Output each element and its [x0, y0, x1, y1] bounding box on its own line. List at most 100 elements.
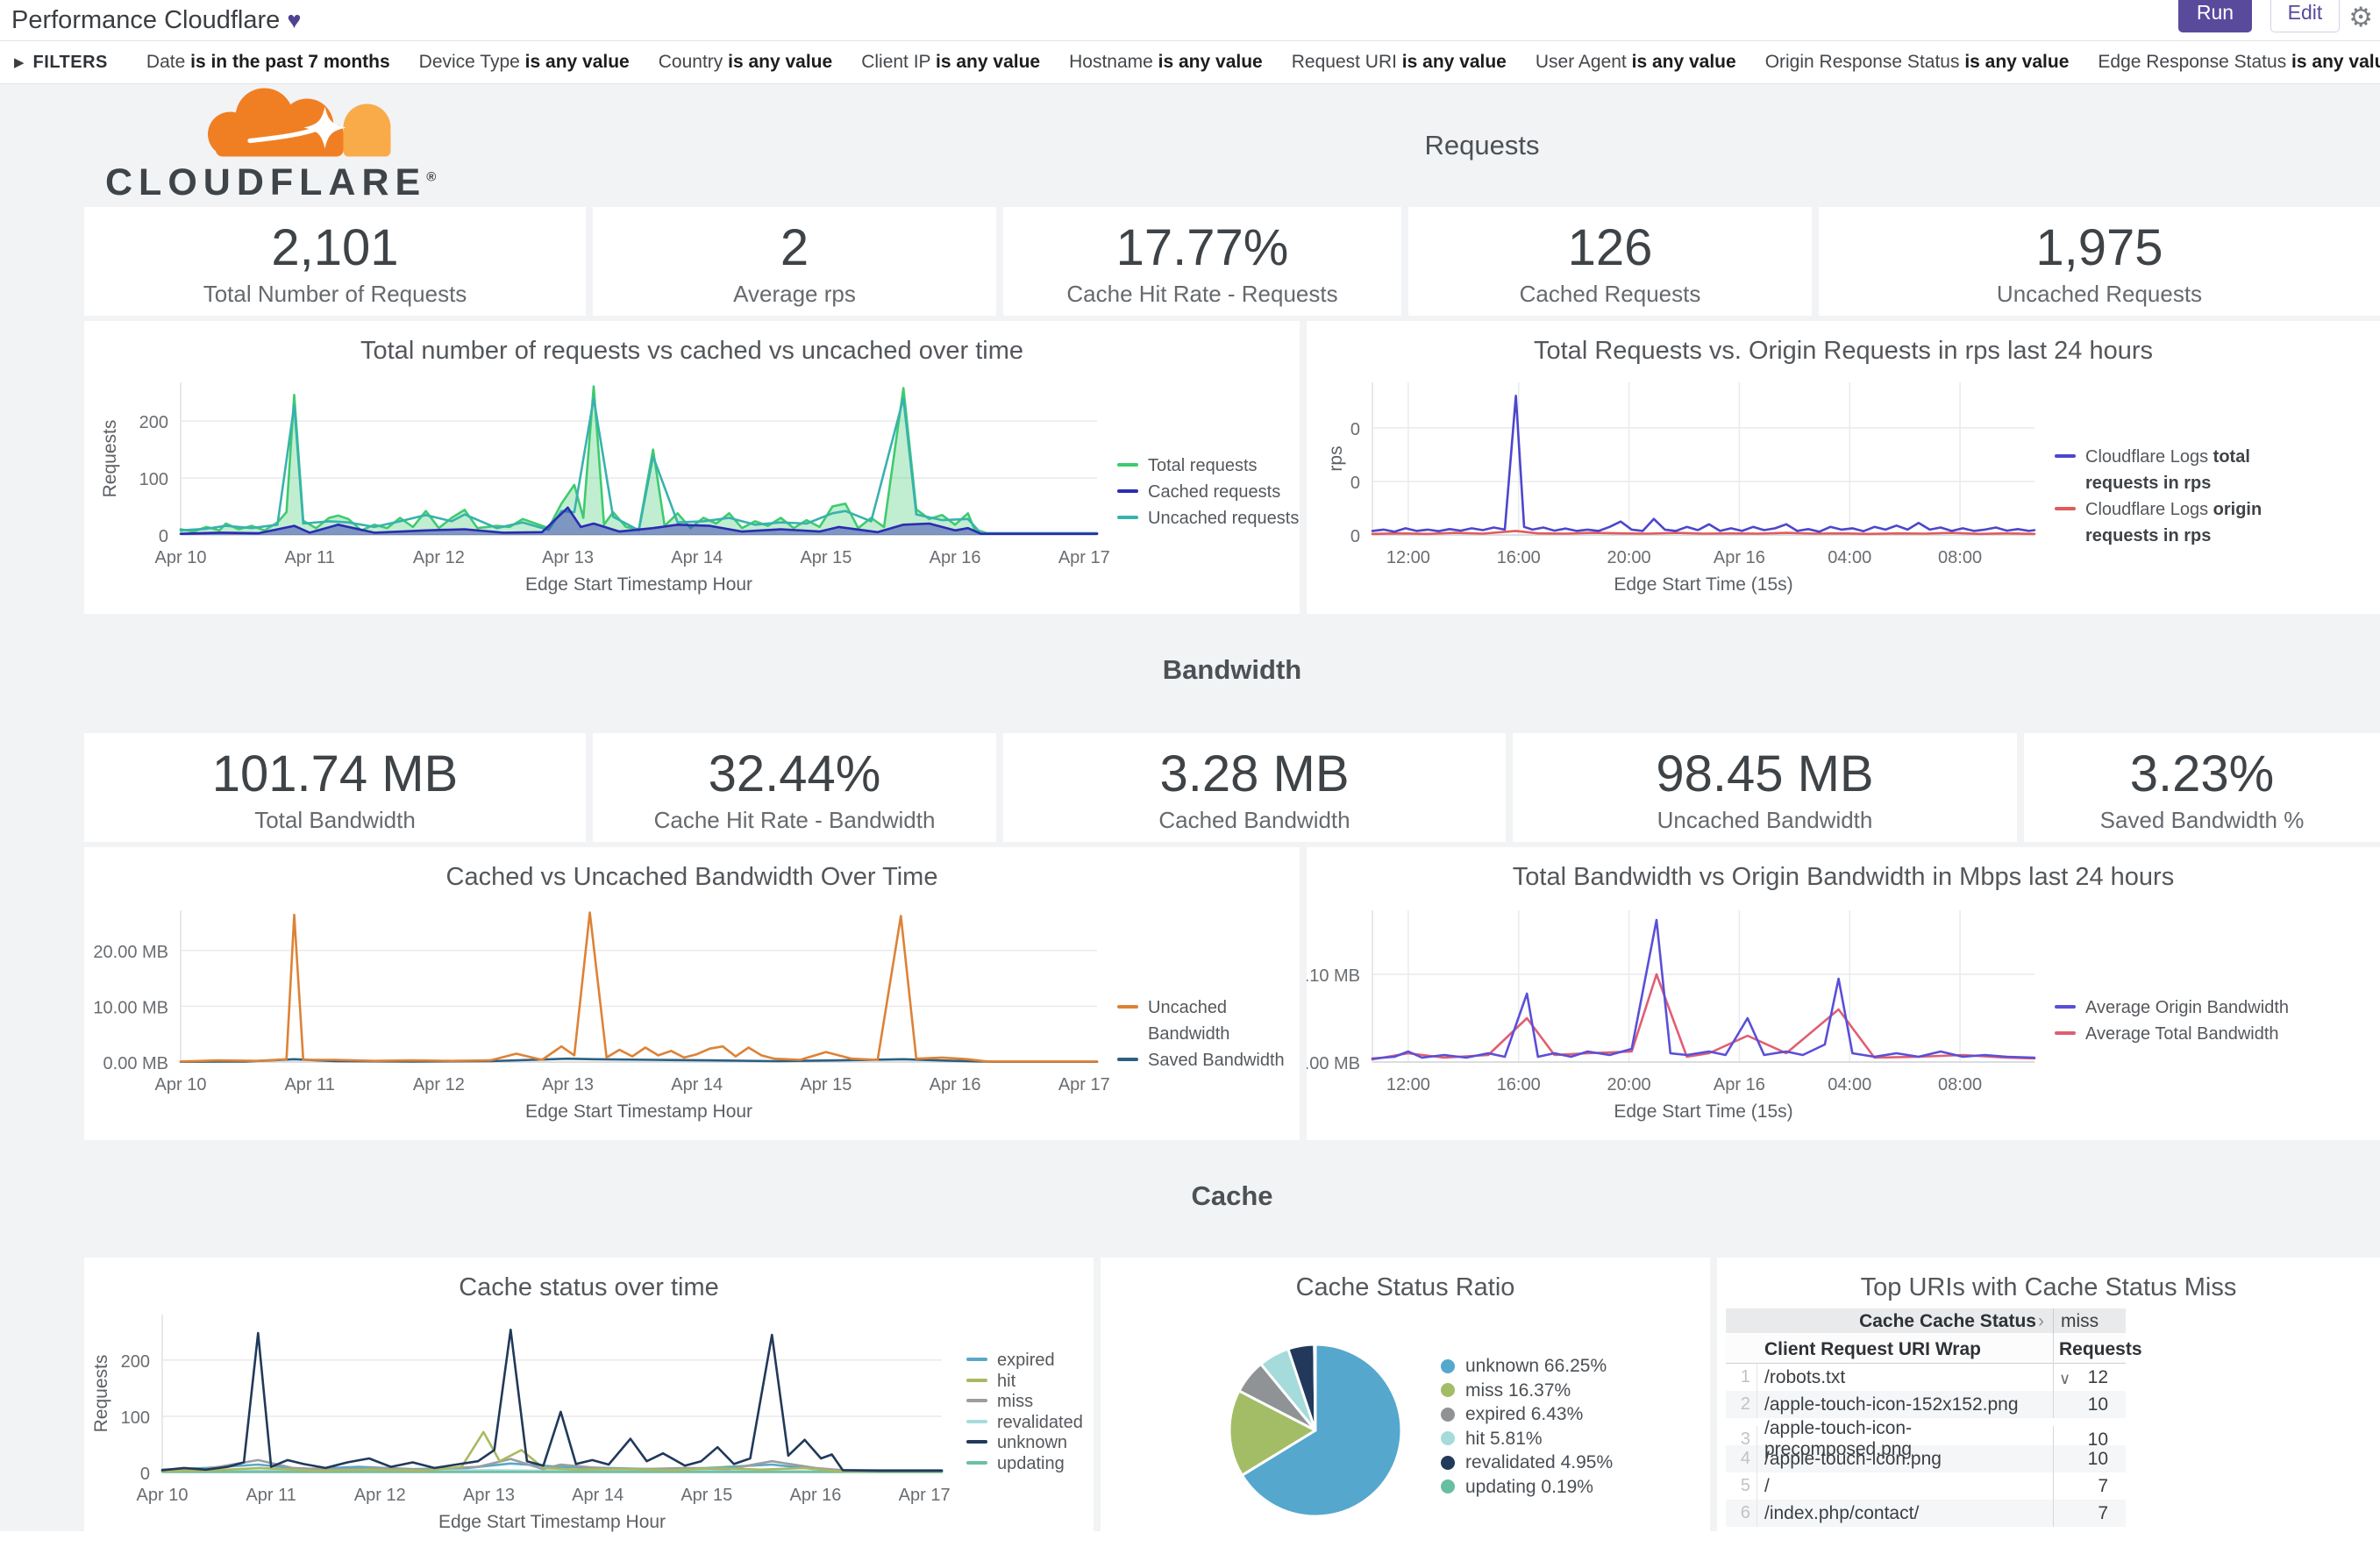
legend-item[interactable]: hit — [966, 1372, 1083, 1393]
legend-item[interactable]: unknown 66.25% — [1441, 1354, 1613, 1379]
chart-legend: Cloudflare Logs total requests in rps Clo… — [2055, 444, 2318, 549]
svg-text:0: 0 — [1350, 474, 1360, 493]
svg-text:0.10 MB: 0.10 MB — [1307, 966, 1360, 986]
column-header-uri[interactable]: Client Request URI Wrap — [1764, 1338, 1981, 1359]
kpi-value: 3.28 MB — [1159, 745, 1350, 802]
legend-dot-icon — [1441, 1407, 1455, 1422]
section-heading-bandwidth: Bandwidth — [1162, 654, 1302, 685]
legend-label: miss — [997, 1392, 1034, 1411]
chart-legend: Uncached Bandwidth Saved Bandwidth — [1117, 994, 1300, 1073]
chart-title: Cache Status Ratio — [1295, 1273, 1515, 1301]
svg-text:Apr 11: Apr 11 — [284, 548, 334, 567]
svg-text:12:00: 12:00 — [1386, 548, 1430, 567]
kpi-tile: 17.77% Cache Hit Rate - Requests — [1003, 207, 1401, 316]
run-button[interactable]: Run — [2178, 0, 2252, 32]
filter-item[interactable]: Hostname is any value — [1069, 52, 1263, 72]
svg-text:Requests: Requests — [100, 420, 120, 498]
table-group-header[interactable]: Cache Cache Status› — [1859, 1311, 2044, 1331]
legend-item[interactable]: Uncached requests — [1117, 505, 1299, 531]
legend-item[interactable]: miss 16.37% — [1441, 1379, 1613, 1403]
svg-text:Apr 10: Apr 10 — [137, 1486, 189, 1505]
legend-swatch-icon — [2055, 1031, 2076, 1035]
svg-text:Apr 16: Apr 16 — [790, 1486, 842, 1505]
requests-cell: 10 — [2053, 1391, 2126, 1418]
legend-item[interactable]: updating 0.19% — [1441, 1475, 1613, 1500]
legend-dot-icon — [1441, 1431, 1455, 1446]
svg-text:Apr 14: Apr 14 — [671, 548, 723, 567]
filter-item[interactable]: Request URI is any value — [1291, 52, 1507, 72]
cache-status-over-time-chart[interactable]: 0 100 200 Apr 10 Apr 11 Apr 12 Apr 13 Apr 14 Apr… — [84, 1258, 1094, 1547]
gear-icon[interactable]: ⚙ — [2348, 2, 2373, 32]
legend-item[interactable]: revalidated — [966, 1413, 1083, 1434]
filter-item[interactable]: Date is in the past 7 months — [146, 52, 390, 72]
legend-item[interactable]: revalidated 4.95% — [1441, 1451, 1613, 1475]
requests-rps-24h-chart[interactable]: 0 0 0 12:00 16:00 20:00 Apr 16 04:00 08:00 Edge S… — [1307, 321, 2380, 614]
requests-cell: 10 — [2053, 1445, 2126, 1472]
svg-text:Apr 14: Apr 14 — [671, 1075, 723, 1094]
kpi-tile: 2 Average rps — [593, 207, 996, 316]
filter-item[interactable]: User Agent is any value — [1535, 52, 1736, 72]
svg-text:20.00 MB: 20.00 MB — [93, 943, 168, 962]
legend-item[interactable]: expired — [966, 1351, 1083, 1372]
svg-text:0: 0 — [140, 1465, 150, 1484]
cloudflare-logo: CLOUDFLARE® — [84, 87, 584, 204]
legend-item[interactable]: Average Total Bandwidth — [2055, 1021, 2289, 1047]
row-number: 4 — [1726, 1445, 1757, 1472]
filter-item[interactable]: Origin Response Status is any value — [1764, 52, 2070, 72]
filters-disclosure-icon[interactable]: ▶ — [14, 55, 25, 70]
legend-item[interactable]: Cloudflare Logs total requests in rps — [2055, 444, 2318, 496]
filter-item[interactable]: Edge Response Status is any value — [2098, 52, 2380, 72]
bandwidth-24h-chart[interactable]: 0.00 MB 0.10 MB 12:00 16:00 20:00 Apr 16 04:00… — [1307, 847, 2380, 1140]
legend-item[interactable]: Saved Bandwidth — [1117, 1047, 1300, 1073]
svg-text:0.00 MB: 0.00 MB — [103, 1054, 168, 1073]
column-header-requests[interactable]: Requests ∨ — [2053, 1335, 2142, 1387]
filter-item[interactable]: Client IP is any value — [861, 52, 1041, 72]
legend-item[interactable]: Total requests — [1117, 453, 1299, 479]
legend-item[interactable]: Cached requests — [1117, 479, 1299, 505]
chevron-right-icon: › — [2038, 1311, 2044, 1331]
legend-label: revalidated — [997, 1412, 1083, 1432]
svg-text:04:00: 04:00 — [1828, 1075, 1871, 1094]
legend-item[interactable]: hit 5.81% — [1441, 1427, 1613, 1451]
svg-text:Apr 12: Apr 12 — [413, 548, 465, 567]
cache-status-ratio-pie-chart[interactable] — [1101, 1258, 1710, 1547]
svg-text:20:00: 20:00 — [1607, 1075, 1651, 1094]
legend-swatch-icon — [966, 1358, 987, 1361]
filter-item[interactable]: Country is any value — [658, 52, 833, 72]
svg-text:Apr 16: Apr 16 — [930, 548, 981, 567]
chart-panel-bandwidth-24h: Total Bandwidth vs Origin Bandwidth in M… — [1307, 847, 2380, 1140]
legend-item[interactable]: Average Origin Bandwidth — [2055, 994, 2289, 1021]
pie-slice-unknown[interactable] — [1240, 1343, 1403, 1518]
legend-label: updating 0.19% — [1465, 1476, 1593, 1497]
legend-item[interactable]: miss — [966, 1392, 1083, 1413]
legend-label: Saved Bandwidth — [1148, 1051, 1285, 1070]
kpi-tile: 3.28 MB Cached Bandwidth — [1003, 733, 1506, 842]
requests-over-time-chart[interactable]: 0 100 200 Apr 10 Apr 11 Apr 12 Apr 13 Apr 14 Apr… — [84, 321, 1300, 614]
kpi-tile: 1,975 Uncached Requests — [1819, 207, 2380, 316]
cloudflare-wordmark: CLOUDFLARE® — [105, 161, 437, 203]
bandwidth-over-time-chart[interactable]: 0.00 MB 10.00 MB 20.00 MB Apr 10 Apr 11 Apr 1… — [84, 847, 1300, 1140]
row-number: 6 — [1726, 1500, 1757, 1527]
svg-text:20:00: 20:00 — [1607, 548, 1651, 567]
legend-swatch-icon — [2055, 1005, 2076, 1009]
kpi-value: 2,101 — [271, 219, 399, 276]
legend-item[interactable]: unknown — [966, 1433, 1083, 1454]
legend-dot-icon — [1441, 1479, 1455, 1494]
legend-item[interactable]: Cloudflare Logs origin requests in rps — [2055, 496, 2318, 549]
pie-slice-miss[interactable] — [1228, 1389, 1317, 1477]
legend-label: Uncached requests — [1148, 509, 1300, 528]
svg-text:Apr 14: Apr 14 — [572, 1486, 624, 1505]
kpi-value: 32.44% — [708, 745, 881, 802]
edit-button[interactable]: Edit — [2270, 0, 2340, 32]
filter-item[interactable]: Device Type is any value — [418, 52, 630, 72]
kpi-row-bandwidth: 101.74 MB Total Bandwidth 32.44% Cache Hit … — [84, 733, 2380, 842]
svg-text:Apr 13: Apr 13 — [463, 1486, 515, 1505]
section-heading-cache: Cache — [1191, 1180, 1273, 1211]
kpi-value: 126 — [1567, 219, 1653, 276]
legend-item[interactable]: Uncached Bandwidth — [1117, 994, 1300, 1047]
legend-item[interactable]: expired 6.43% — [1441, 1402, 1613, 1427]
kpi-tile: 101.74 MB Total Bandwidth — [84, 733, 586, 842]
legend-item[interactable]: updating — [966, 1454, 1083, 1475]
table-group-value: miss — [2053, 1308, 2126, 1335]
legend-swatch-icon — [966, 1378, 987, 1382]
